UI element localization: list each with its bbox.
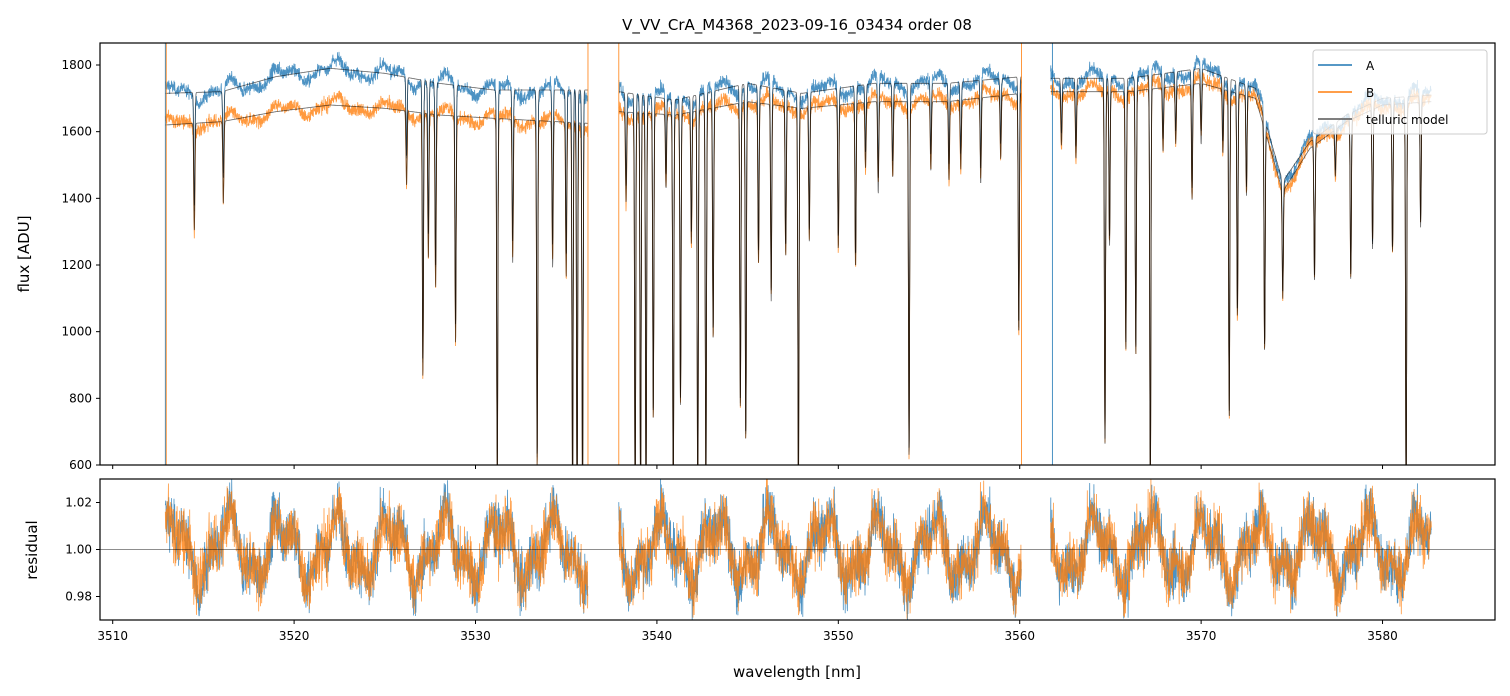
xtick-label: 3520 [279, 629, 310, 643]
ytick-label: 1200 [61, 258, 92, 272]
flux-panel [164, 43, 1432, 465]
residual-panel [100, 479, 1495, 620]
xtick-label: 3530 [460, 629, 491, 643]
legend-label-b: B [1366, 86, 1374, 100]
telluric-model-b-line [1050, 83, 1432, 465]
residual-ylabel: residual [23, 520, 41, 579]
legend-label-a: A [1366, 59, 1375, 73]
telluric-model-b-line [618, 93, 1022, 465]
legend: A B telluric model [1312, 49, 1488, 135]
residual-b-line [618, 479, 1022, 619]
ytick-label: 1800 [61, 58, 92, 72]
ytick-label: 0.98 [65, 590, 92, 604]
legend-label-model: telluric model [1366, 113, 1448, 127]
xtick-label: 3560 [1004, 629, 1035, 643]
series-b-line [164, 90, 589, 465]
xtick-label: 3580 [1367, 629, 1398, 643]
xtick-label: 3570 [1186, 629, 1217, 643]
ytick-label: 800 [69, 391, 92, 405]
ytick-label: 1600 [61, 125, 92, 139]
ytick-label: 1.02 [65, 496, 92, 510]
telluric-model-a-line [618, 76, 1022, 465]
flux-ylabel: flux [ADU] [15, 215, 33, 292]
telluric-model-b-line [165, 104, 588, 465]
residual-b-line [164, 483, 589, 615]
series-a-line [618, 63, 1022, 465]
ytick-label: 1.00 [65, 543, 92, 557]
xtick-label: 3550 [823, 629, 854, 643]
chart-title: V_VV_CrA_M4368_2023-09-16_03434 order 08 [622, 16, 972, 35]
ytick-label: 1000 [61, 325, 92, 339]
residual-b-line [1050, 479, 1432, 618]
xlabel: wavelength [nm] [733, 663, 861, 681]
ytick-label: 600 [69, 458, 92, 472]
series-b-line [618, 80, 1022, 465]
xtick-label: 3510 [97, 629, 128, 643]
series-a-line [164, 51, 589, 465]
ytick-label: 1400 [61, 191, 92, 205]
xtick-label: 3540 [642, 629, 673, 643]
flux-axes-frame [99, 42, 1496, 466]
telluric-model-a-line [165, 67, 588, 465]
